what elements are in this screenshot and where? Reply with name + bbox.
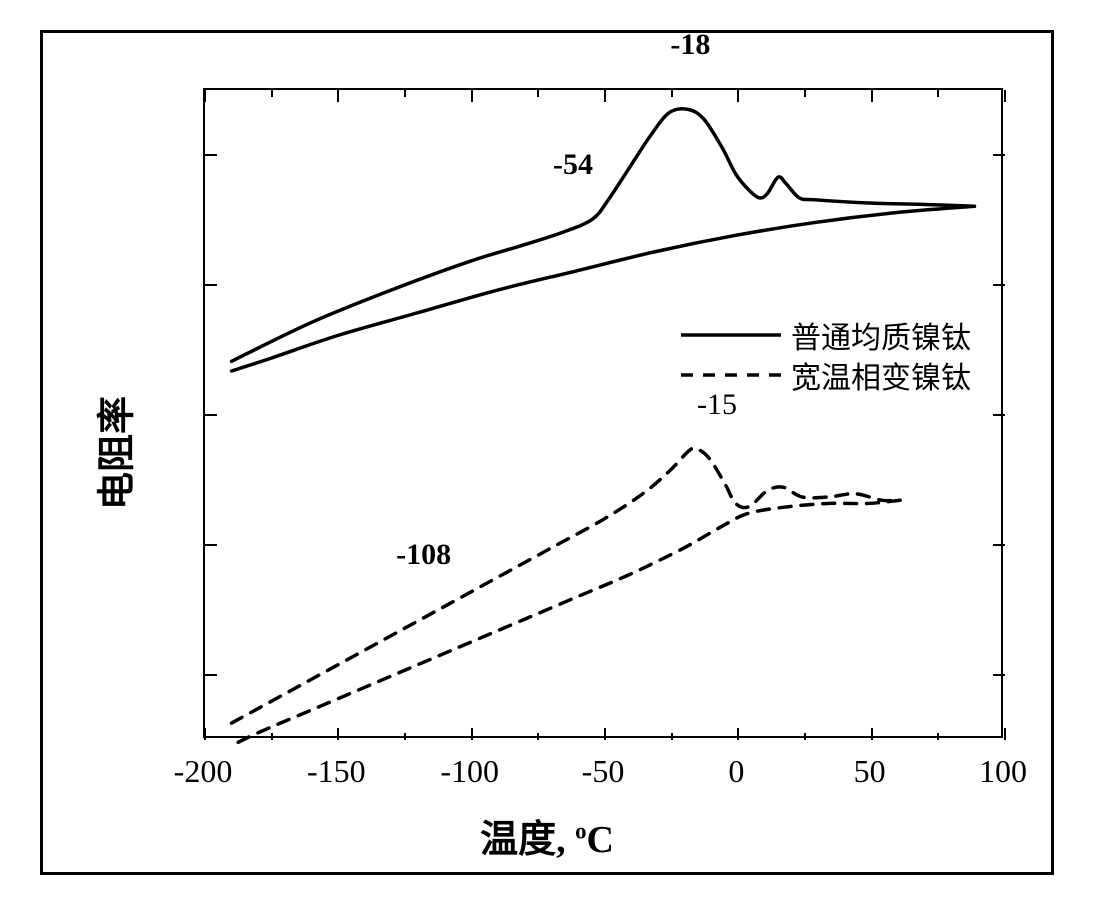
axis-tick xyxy=(205,674,217,676)
data-annotation: -108 xyxy=(396,538,451,572)
axis-tick xyxy=(993,674,1005,676)
data-annotation: -54 xyxy=(553,148,593,182)
data-annotation: -18 xyxy=(670,28,710,62)
axis-tick xyxy=(993,284,1005,286)
y-axis-label: 电阻率 xyxy=(86,395,141,509)
series-line xyxy=(232,500,901,745)
axis-tick xyxy=(937,733,939,740)
legend-entry: 宽温相变镍钛 xyxy=(681,355,971,395)
axis-tick xyxy=(471,728,473,740)
axis-tick xyxy=(537,733,539,740)
axis-tick xyxy=(937,90,939,97)
axis-tick xyxy=(604,728,606,740)
axis-tick xyxy=(804,90,806,97)
axis-tick xyxy=(671,90,673,97)
axis-tick xyxy=(404,733,406,740)
axis-tick xyxy=(993,154,1005,156)
axis-tick xyxy=(205,544,217,546)
axis-tick xyxy=(271,90,273,97)
legend-label: 宽温相变镍钛 xyxy=(791,353,971,397)
axis-tick xyxy=(204,90,206,102)
axis-tick xyxy=(1004,728,1006,740)
axis-tick xyxy=(205,284,217,286)
x-tick-label: 0 xyxy=(728,753,744,790)
x-tick-label: -200 xyxy=(174,753,233,790)
axis-tick xyxy=(404,90,406,97)
axis-tick xyxy=(205,154,217,156)
axis-tick xyxy=(205,414,217,416)
axis-tick xyxy=(737,728,739,740)
plot-area: -18-54-15-108 普通均质镍钛宽温相变镍钛 xyxy=(203,88,1003,738)
x-tick-label: 100 xyxy=(979,753,1027,790)
x-axis-label: 温度, oC xyxy=(480,808,614,863)
legend-entry: 普通均质镍钛 xyxy=(681,315,971,355)
axis-tick xyxy=(871,90,873,102)
legend: 普通均质镍钛宽温相变镍钛 xyxy=(681,315,971,395)
axis-tick xyxy=(804,733,806,740)
axis-tick xyxy=(993,544,1005,546)
axis-tick xyxy=(537,90,539,97)
axis-tick xyxy=(271,733,273,740)
x-tick-label: -100 xyxy=(440,753,499,790)
axis-tick xyxy=(604,90,606,102)
axis-tick xyxy=(471,90,473,102)
axis-tick xyxy=(1004,90,1006,102)
axis-tick xyxy=(204,728,206,740)
series-line xyxy=(232,448,901,723)
axis-tick xyxy=(337,728,339,740)
x-tick-label: -150 xyxy=(307,753,366,790)
axis-tick xyxy=(671,733,673,740)
chart-frame: 电阻率 -18-54-15-108 普通均质镍钛宽温相变镍钛 -200 -150 -… xyxy=(40,30,1054,875)
x-tick-label: -50 xyxy=(582,753,625,790)
legend-label: 普通均质镍钛 xyxy=(791,313,971,357)
axis-tick xyxy=(993,414,1005,416)
axis-tick xyxy=(737,90,739,102)
axis-tick xyxy=(337,90,339,102)
x-tick-label: 50 xyxy=(854,753,886,790)
axis-tick xyxy=(871,728,873,740)
curves-svg xyxy=(205,90,1001,736)
